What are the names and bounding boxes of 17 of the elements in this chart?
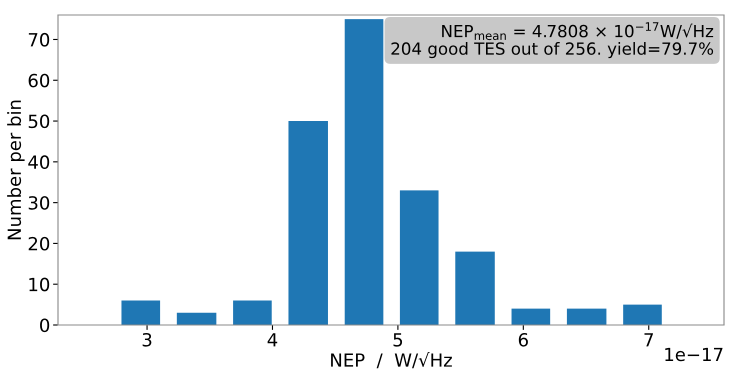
x-tick-label: 3 [142, 332, 152, 347]
y-tick-label: 70 [28, 32, 50, 47]
y-tick-label: 10 [29, 278, 50, 292]
x-tick-label: 7 [644, 333, 653, 346]
y-tick-label: 60 [28, 74, 50, 88]
y-tick-label: 50 [28, 114, 50, 128]
y-tick-label: 0 [40, 318, 50, 332]
x-tick-label: 4 [268, 333, 278, 346]
x-tick-label: 5 [394, 333, 402, 347]
x-axis-title: NEP / W/√Hz [331, 352, 452, 368]
y-tick-label: 30 [28, 196, 50, 210]
y-axis-title: Number per bin [7, 100, 25, 240]
y-tick-label: 40 [28, 155, 50, 169]
text: 1e−17 [665, 348, 722, 362]
x-tick-label: 6 [518, 332, 528, 347]
annotation: NEP$_{mean}$ = 4.7808 × 10$^{−17}$W/√Hz 204 good TES out of 256. yield=79.7% [391, 22, 714, 58]
y-tick-label: 20 [28, 236, 50, 251]
